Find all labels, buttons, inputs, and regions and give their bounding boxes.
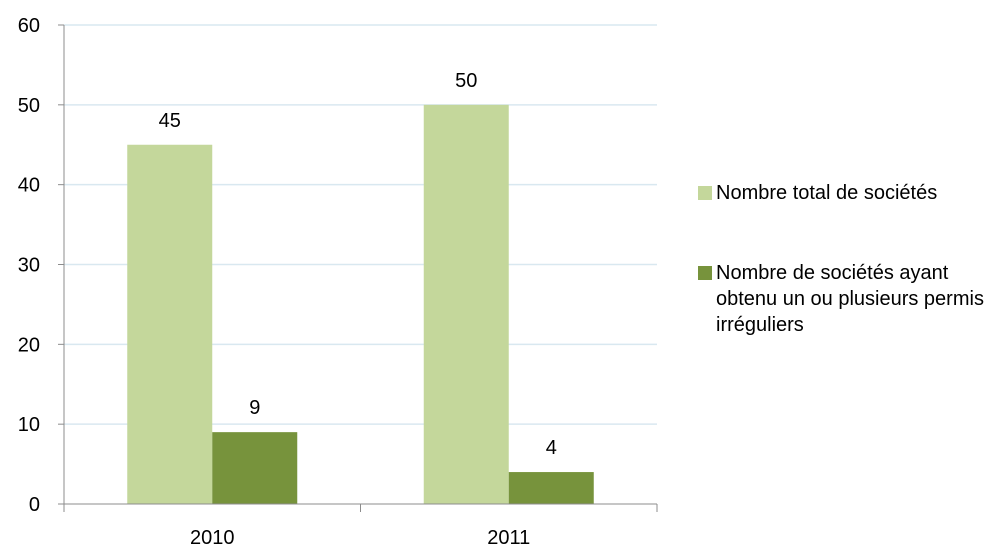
y-tick-label: 20 <box>18 334 40 356</box>
legend-label-total: Nombre total de sociétés <box>716 182 938 204</box>
legend-swatch-total <box>698 186 712 200</box>
x-axis-ticks: 2010 2011 <box>190 527 530 549</box>
data-label: 50 <box>455 70 477 92</box>
y-tick-label: 0 <box>29 494 40 516</box>
legend: Nombre total de sociétés Nombre de socié… <box>698 180 998 392</box>
y-axis-ticks: 0 10 20 30 40 50 60 <box>18 15 40 516</box>
legend-swatch-irregular <box>698 266 712 280</box>
data-label: 9 <box>249 397 260 419</box>
bar <box>127 144 213 504</box>
legend-item-irregular: Nombre de sociétés ayant obtenu un ou pl… <box>698 260 998 338</box>
y-tick-label: 40 <box>18 175 40 197</box>
x-tick-label: 2011 <box>487 527 530 549</box>
bar <box>212 432 298 504</box>
y-tick-label: 10 <box>18 414 40 436</box>
data-label: 45 <box>159 110 181 132</box>
legend-label-irregular: Nombre de sociétés ayant obtenu un ou pl… <box>716 262 984 336</box>
data-label: 4 <box>546 437 557 459</box>
y-tick-label: 50 <box>18 95 40 117</box>
y-tick-label: 60 <box>18 15 40 37</box>
x-tick-label: 2010 <box>190 527 235 549</box>
bar <box>508 472 594 504</box>
data-labels: 45 9 50 4 <box>159 70 557 459</box>
bars <box>127 104 594 504</box>
bar-chart: 0 10 20 30 40 50 60 45 9 50 4 2010 2011 <box>18 15 658 549</box>
axes <box>58 24 658 512</box>
bar <box>423 104 509 504</box>
legend-item-total: Nombre total de sociétés <box>698 180 998 206</box>
y-tick-label: 30 <box>18 255 40 277</box>
